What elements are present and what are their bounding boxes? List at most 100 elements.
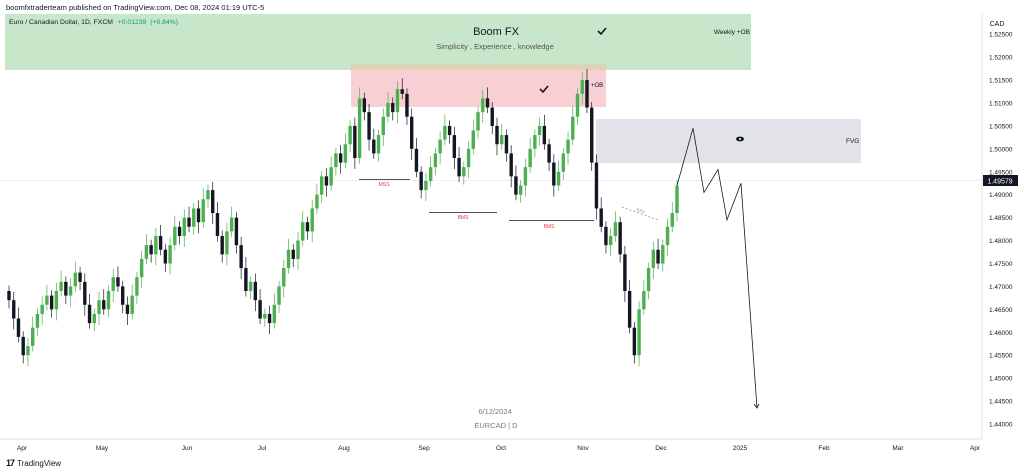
y-tick-label: 1.46500 [989, 307, 1013, 314]
candle [571, 105, 575, 146]
candle [7, 285, 11, 309]
candle-body [367, 112, 371, 140]
candle [121, 280, 125, 314]
candle [97, 291, 101, 325]
candle [187, 206, 191, 233]
candle-body [580, 80, 584, 94]
tradingview-brand[interactable]: 17 TradingView [6, 458, 61, 468]
y-tick-label: 1.45500 [989, 353, 1013, 360]
projection-line [676, 128, 758, 408]
x-tick-label: Sep [418, 445, 430, 452]
candle [376, 129, 381, 162]
candle-body [305, 222, 310, 232]
candle [282, 259, 286, 298]
candle-body [452, 135, 457, 158]
candle-body [661, 245, 665, 264]
candle [561, 147, 565, 181]
candle [130, 284, 134, 320]
candle [163, 244, 168, 272]
candle [68, 278, 73, 307]
y-tick-label: 1.46000 [989, 330, 1013, 337]
candle-body [130, 295, 134, 314]
candle [656, 238, 660, 269]
candle [12, 291, 16, 330]
candle-body [139, 258, 144, 278]
tradingview-name: TradingView [17, 458, 62, 468]
candle [608, 227, 613, 257]
candle [651, 241, 656, 280]
chart-subtitle: Simplicity , Experience , knowledge [436, 42, 554, 51]
candle [372, 128, 376, 159]
candle [405, 88, 409, 125]
candle [211, 181, 215, 225]
y-axis-ticks: 1.52500 1.52000 1.51500 1.51000 1.50500 1.500… [989, 32, 1013, 429]
candle-body [471, 130, 475, 149]
candle [192, 202, 196, 236]
candle-body [49, 295, 54, 310]
candle-body [561, 153, 565, 172]
candle-body [428, 167, 433, 181]
y-tick-label: 1.52000 [989, 55, 1013, 62]
candle [258, 289, 262, 325]
y-tick-label: 1.49000 [989, 192, 1013, 199]
candle [35, 308, 40, 336]
symbol-info: Euro / Canadian Dollar, 1D, FXCM +0.0123… [9, 19, 178, 26]
candle-body [334, 153, 338, 168]
candle-body [12, 300, 16, 319]
candle [476, 106, 480, 139]
candle [92, 308, 96, 332]
candle-body [400, 89, 404, 94]
candle [64, 276, 68, 304]
candle-body [623, 254, 627, 291]
bms-label-2: BMS [544, 224, 556, 230]
candle [291, 244, 295, 268]
candle-body [556, 171, 561, 186]
y-tick-label: 1.48000 [989, 238, 1013, 245]
candle [632, 322, 637, 364]
candle [409, 108, 414, 160]
candle-body [585, 80, 589, 108]
ob-zone [351, 64, 606, 107]
candle-body [357, 98, 362, 158]
candle [585, 69, 589, 114]
candle-body [244, 268, 248, 291]
candle-body [424, 180, 428, 191]
candle-body [608, 235, 613, 246]
candle [414, 137, 419, 178]
candle [353, 117, 357, 170]
candle-body [575, 93, 580, 117]
candle-body [272, 304, 277, 324]
candle-body [45, 295, 49, 305]
candle [267, 305, 272, 335]
candle [168, 236, 172, 275]
candle [334, 147, 338, 176]
candle-body [362, 98, 367, 113]
currency-label: CAD [990, 21, 1005, 28]
sss-label: SSS [635, 207, 645, 215]
candle-body [173, 226, 177, 246]
candle [196, 200, 201, 234]
candle-body [594, 162, 599, 209]
x-tick-label: Jun [182, 445, 193, 452]
candle-body [443, 125, 447, 140]
candle [447, 120, 452, 144]
bms-label-1: BMS [458, 215, 470, 221]
candle [457, 146, 461, 182]
candle [272, 293, 277, 329]
candle [253, 273, 258, 312]
candle [670, 202, 674, 233]
candle-body [566, 139, 570, 154]
y-tick-label: 1.50500 [989, 123, 1013, 130]
zone-overlap [351, 64, 606, 70]
candle-body [286, 249, 291, 269]
x-tick-label: Apr [17, 445, 28, 452]
candle [590, 102, 594, 171]
candle-body [21, 336, 25, 356]
candle-body [547, 144, 551, 163]
candle [319, 170, 324, 203]
candle-body [537, 125, 542, 136]
candle-body [187, 217, 191, 227]
symbol-name[interactable]: Euro / Canadian Dollar, 1D, FXCM [9, 19, 113, 26]
candle [16, 307, 21, 343]
